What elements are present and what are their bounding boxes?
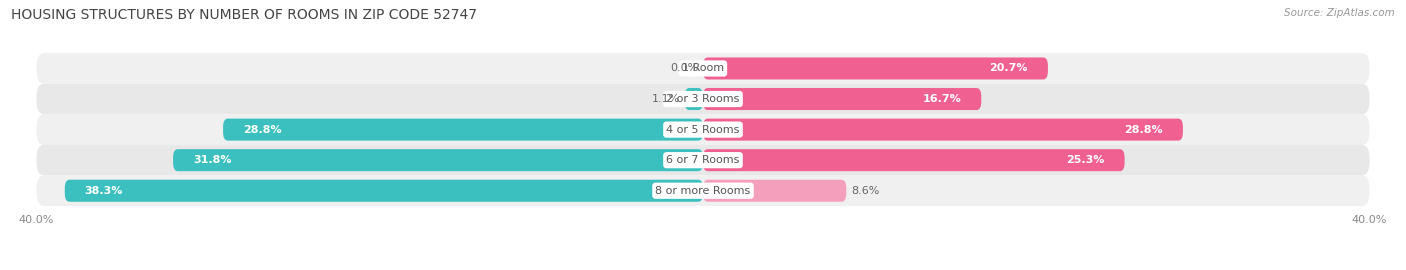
FancyBboxPatch shape [37,114,1369,145]
Text: 25.3%: 25.3% [1066,155,1105,165]
Text: 8.6%: 8.6% [851,186,880,196]
FancyBboxPatch shape [65,180,703,202]
Text: 2 or 3 Rooms: 2 or 3 Rooms [666,94,740,104]
FancyBboxPatch shape [703,180,846,202]
FancyBboxPatch shape [703,149,1125,171]
FancyBboxPatch shape [685,88,703,110]
Text: 31.8%: 31.8% [193,155,232,165]
Text: Source: ZipAtlas.com: Source: ZipAtlas.com [1284,8,1395,18]
Text: HOUSING STRUCTURES BY NUMBER OF ROOMS IN ZIP CODE 52747: HOUSING STRUCTURES BY NUMBER OF ROOMS IN… [11,8,477,22]
FancyBboxPatch shape [224,119,703,141]
Text: 8 or more Rooms: 8 or more Rooms [655,186,751,196]
FancyBboxPatch shape [703,58,1047,79]
Text: 1.1%: 1.1% [651,94,679,104]
Text: 6 or 7 Rooms: 6 or 7 Rooms [666,155,740,165]
Text: 16.7%: 16.7% [922,94,962,104]
Text: 20.7%: 20.7% [990,63,1028,73]
FancyBboxPatch shape [37,145,1369,176]
Text: 38.3%: 38.3% [84,186,124,196]
FancyBboxPatch shape [37,176,1369,206]
FancyBboxPatch shape [37,84,1369,114]
Text: 28.8%: 28.8% [1125,124,1163,135]
FancyBboxPatch shape [703,119,1182,141]
FancyBboxPatch shape [173,149,703,171]
FancyBboxPatch shape [703,88,981,110]
FancyBboxPatch shape [37,53,1369,84]
Text: 0.0%: 0.0% [669,63,697,73]
Text: 4 or 5 Rooms: 4 or 5 Rooms [666,124,740,135]
Text: 28.8%: 28.8% [243,124,281,135]
Text: 1 Room: 1 Room [682,63,724,73]
